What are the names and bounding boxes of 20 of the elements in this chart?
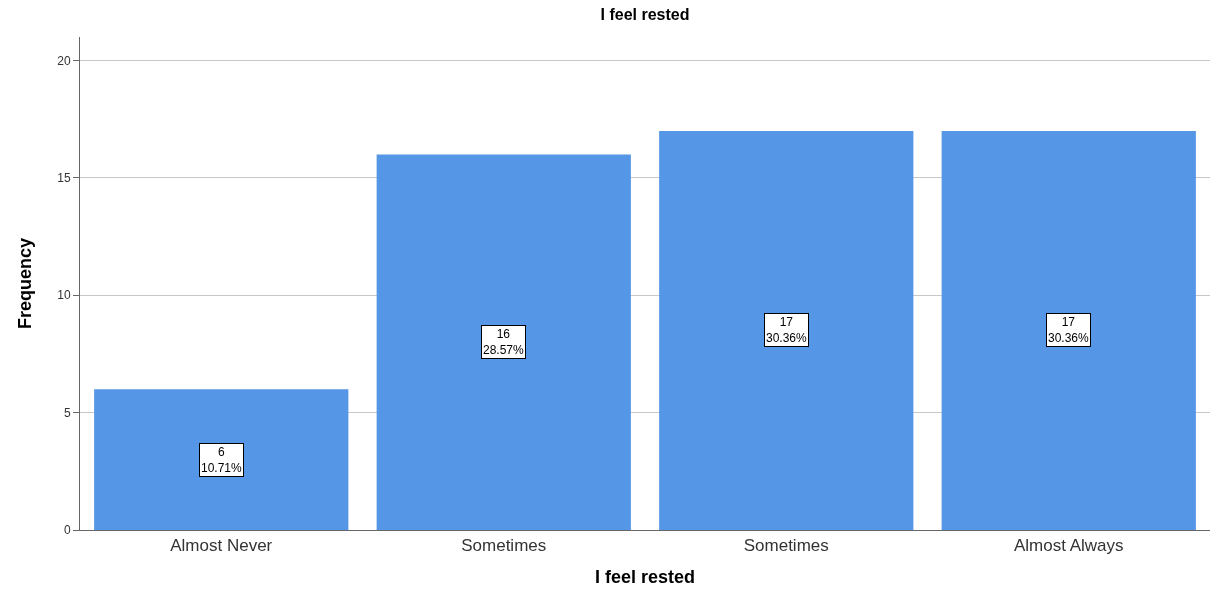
- y-tick-label: 20: [57, 53, 71, 68]
- y-tick-label: 10: [57, 288, 71, 303]
- x-tick-label: Almost Always: [1013, 536, 1124, 556]
- x-tick-label: Sometimes: [461, 536, 547, 556]
- y-tick-label: 15: [57, 171, 71, 186]
- data-label: 17 30.36%: [1048, 315, 1090, 345]
- y-axis-title: Frequency: [15, 237, 36, 330]
- data-label: 16 28.57%: [483, 327, 525, 357]
- y-tick-label: 0: [63, 523, 71, 538]
- x-tick-label: Almost Never: [170, 536, 273, 556]
- bar: [376, 154, 631, 530]
- bar: [94, 389, 349, 530]
- bar: [659, 130, 914, 530]
- x-tick-label: Sometimes: [743, 536, 829, 556]
- data-label: 6 10.71%: [201, 445, 243, 475]
- x-axis-title: I feel rested: [594, 566, 696, 587]
- bar: [941, 130, 1196, 530]
- chart-title: I feel rested: [600, 6, 690, 24]
- y-tick-label: 5: [63, 405, 71, 420]
- data-label: 17 30.36%: [766, 315, 808, 345]
